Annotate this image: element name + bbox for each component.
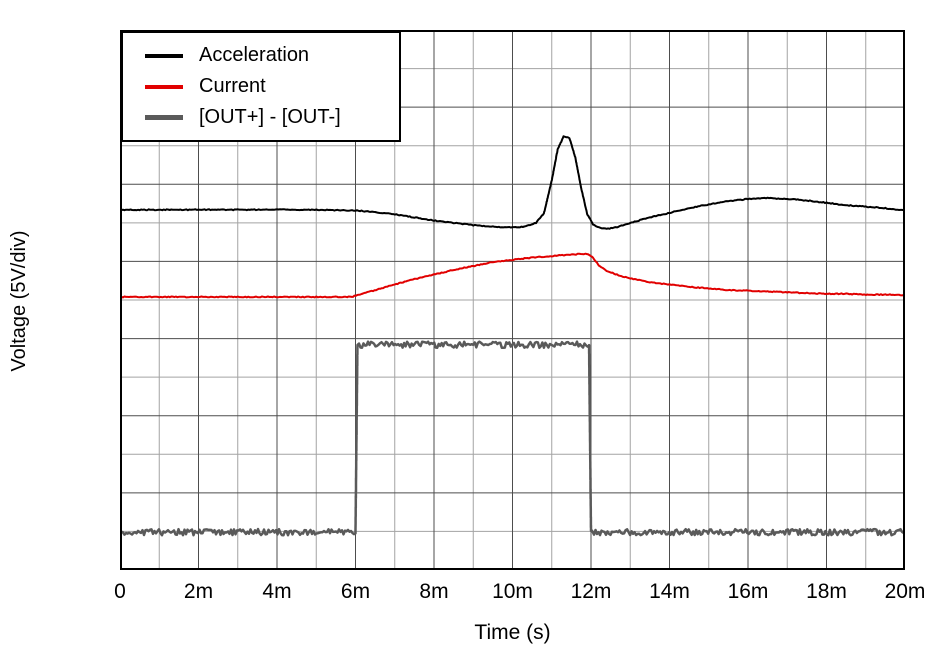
legend-label: [OUT+] - [OUT-] <box>199 106 341 128</box>
x-tick-label: 6m <box>340 580 371 603</box>
legend: Acceleration Current [OUT+] - [OUT-] <box>121 31 401 142</box>
x-tick-label: 8m <box>419 580 449 603</box>
legend-item: [OUT+] - [OUT-] <box>123 102 399 133</box>
x-tick-label: 14m <box>649 580 690 603</box>
legend-label: Current <box>199 75 266 97</box>
trace-out-out <box>120 340 905 537</box>
trace-current <box>120 252 905 299</box>
x-tick-label: 0 <box>114 580 126 603</box>
legend-line-swatch <box>145 53 183 58</box>
trace-acceleration <box>120 135 905 230</box>
x-tick-label: 18m <box>806 580 847 603</box>
plot-area <box>120 30 905 570</box>
legend-item: Current <box>123 71 399 102</box>
x-tick-label: 4m <box>262 580 292 603</box>
plot-border <box>120 30 905 570</box>
x-tick-labels: 0 2m 4m 6m 8m 10m 12m 14m 16m 18m 20m <box>114 580 925 606</box>
x-tick-label: 12m <box>570 580 612 603</box>
x-axis-label: Time (s) <box>474 621 551 644</box>
x-tick-label: 2m <box>183 580 214 603</box>
y-axis-label: Voltage (5V/div) <box>8 230 30 372</box>
x-tick-label: 20m <box>884 580 926 603</box>
legend-line-swatch <box>145 115 183 120</box>
legend-label: Acceleration <box>199 44 310 66</box>
legend-item: Acceleration <box>123 40 399 71</box>
x-tick-label: 10m <box>492 580 533 603</box>
legend-line-swatch <box>145 84 183 89</box>
x-tick-label: 16m <box>727 580 769 603</box>
